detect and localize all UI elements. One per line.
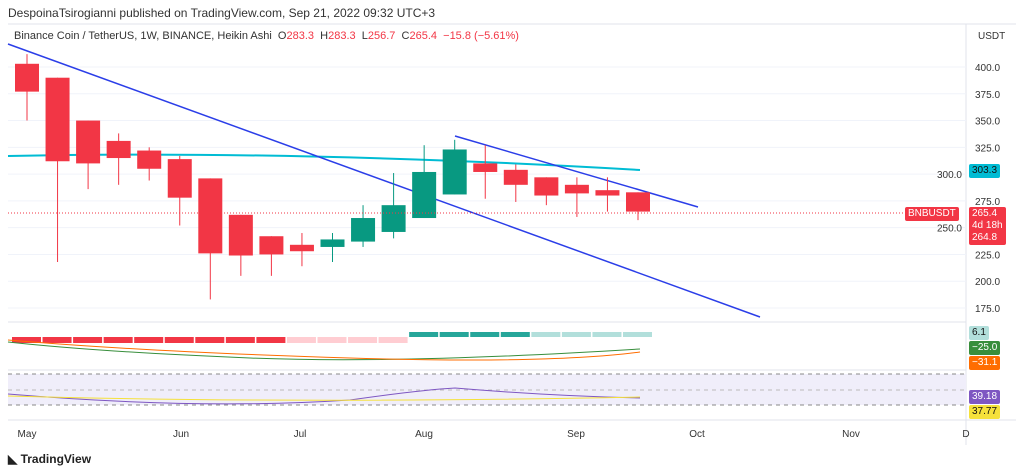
- low-label: L: [361, 30, 368, 42]
- currency-label: USDT: [978, 31, 1006, 42]
- signal-line: [7, 339, 641, 361]
- macd-histogram-bar: [225, 337, 255, 343]
- macd-histogram-bar: [73, 337, 103, 343]
- candle-body: [167, 159, 192, 198]
- candle-body: [564, 184, 589, 194]
- trendline-upper: [454, 135, 699, 208]
- open-label: O: [277, 30, 287, 42]
- y-tick-label: 175.0: [975, 304, 1000, 315]
- macd-histogram-bar: [409, 332, 439, 337]
- low-value: 256.7: [367, 30, 396, 42]
- close-label: C: [401, 30, 410, 42]
- x-tick-label: D: [962, 429, 969, 440]
- symbol-title: Binance Coin / TetherUS, 1W, BINANCE, He…: [14, 30, 272, 42]
- y-tick-label: 250.0: [937, 224, 962, 235]
- close-price: 264.8: [972, 232, 998, 243]
- macd-histogram-bar: [164, 337, 194, 343]
- candle-body: [626, 192, 650, 212]
- x-tick-label: Oct: [689, 429, 705, 440]
- brand-name: TradingView: [20, 452, 92, 466]
- macd-histogram-bar: [195, 337, 225, 343]
- publish-info: DespoinaTsirogianni published on Trading…: [8, 6, 436, 20]
- candle-body: [534, 177, 559, 196]
- x-tick-label: Jul: [294, 429, 307, 440]
- candle-body: [442, 149, 467, 195]
- macd-histogram-bar: [317, 337, 347, 343]
- candle-body: [15, 63, 39, 92]
- macd-hist-badge: 6.1: [969, 326, 989, 340]
- candle-body: [228, 214, 253, 256]
- y-tick-label: 400.0: [975, 63, 1000, 74]
- trendline-lower: [7, 43, 761, 318]
- macd-histogram-bar: [42, 337, 72, 343]
- rsi-badge: 39.18: [969, 390, 1001, 404]
- macd-histogram-bar: [561, 332, 591, 337]
- candle-body: [289, 244, 314, 252]
- candle-body: [137, 150, 162, 169]
- macd-histogram-bar: [378, 337, 408, 343]
- macd-line: [7, 341, 641, 361]
- x-tick-label: Aug: [415, 429, 433, 440]
- y-tick-label: 200.0: [975, 277, 1000, 288]
- y-tick-label: 275.0: [975, 197, 1000, 208]
- symbol-legend: Binance Coin / TetherUS, 1W, BINANCE, He…: [14, 30, 519, 42]
- candle-body: [198, 178, 223, 254]
- last-price: 265.4: [972, 208, 998, 219]
- rsi-line: [7, 387, 641, 405]
- macd-histogram-bar: [286, 337, 316, 343]
- x-tick-label: Jun: [173, 429, 189, 440]
- macd-histogram-bar: [500, 332, 530, 337]
- macd-histogram-bar: [256, 337, 286, 343]
- symbol-badge: BNBUSDT: [905, 207, 959, 221]
- macd-histogram-bar: [439, 332, 469, 337]
- candle-body: [595, 190, 620, 196]
- rsi-ma-badge: 37.77: [969, 405, 1001, 419]
- candle-body: [412, 171, 437, 219]
- macd-histogram-bar: [103, 337, 133, 343]
- macd-histogram-bar: [12, 337, 41, 343]
- macd-histogram-bar: [348, 337, 378, 343]
- ma-badge: 303.3: [969, 164, 1001, 178]
- macd-histogram-bar: [623, 332, 652, 337]
- x-tick-label: Nov: [842, 429, 860, 440]
- candle-body: [351, 218, 376, 242]
- candle-body: [473, 163, 498, 172]
- candle-body: [503, 169, 528, 185]
- macd-histogram-bar: [470, 332, 500, 337]
- open-value: 283.3: [286, 30, 315, 42]
- high-value: 283.3: [328, 30, 356, 42]
- candle-body: [45, 77, 70, 162]
- y-tick-label: 350.0: [975, 117, 1000, 128]
- x-tick-label: May: [18, 429, 37, 440]
- candle-body: [259, 236, 284, 255]
- x-tick-label: Sep: [567, 429, 585, 440]
- price-badge: 265.4 4d 18h 264.8: [969, 207, 1006, 245]
- rsi-band: [8, 374, 966, 405]
- y-tick-label: 375.0: [975, 90, 1000, 101]
- high-label: H: [320, 30, 329, 42]
- signal-badge: −31.1: [969, 356, 1001, 370]
- candle-body: [106, 140, 131, 159]
- macd-histogram-bar: [592, 332, 622, 337]
- candle-body: [76, 120, 101, 164]
- rsi-ma-line: [7, 395, 641, 401]
- macd-histogram-bar: [134, 337, 164, 343]
- y-tick-label: 225.0: [975, 250, 1000, 261]
- macd-badge: −25.0: [969, 341, 1001, 355]
- candle-body: [381, 205, 406, 232]
- macd-histogram-bar: [531, 332, 561, 337]
- countdown: 4d 18h: [972, 220, 1003, 231]
- tradingview-logo[interactable]: ◣ TradingView: [8, 452, 92, 466]
- y-tick-label: 325.0: [975, 143, 1000, 154]
- candle-body: [320, 239, 345, 247]
- change-value: −15.8 (−5.61%): [443, 30, 519, 42]
- y-tick-label: 300.0: [937, 170, 962, 181]
- close-value: 265.4: [409, 30, 438, 42]
